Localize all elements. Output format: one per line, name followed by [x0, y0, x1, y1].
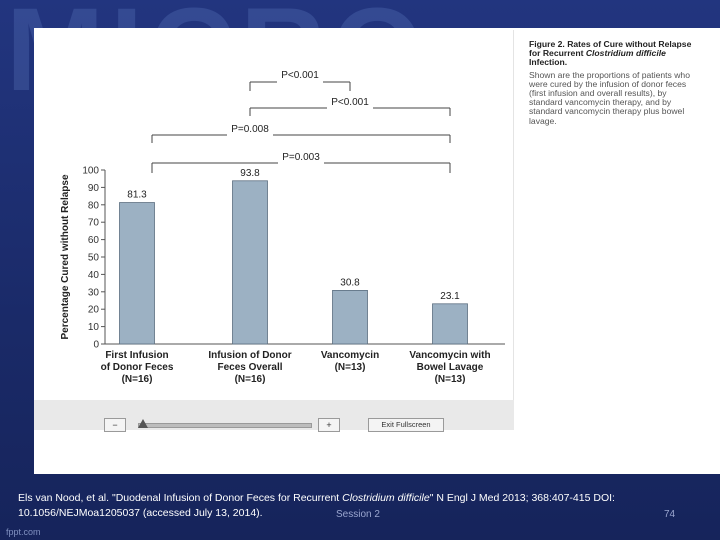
brand-label: fppt.com — [6, 527, 41, 537]
category-label: Vancomycin with — [409, 350, 490, 361]
category-label: Bowel Lavage — [417, 362, 484, 373]
bar-3 — [332, 290, 368, 345]
bar-chart: 0 10 20 30 40 50 60 70 80 90 100 Percentage Cured w… — [60, 70, 505, 385]
significance-label: P=0.003 — [282, 152, 320, 163]
category-label: Feces Overall — [217, 362, 282, 373]
page-number: 74 — [664, 509, 676, 520]
y-tick-label: 70 — [88, 218, 100, 229]
caption-title-suffix: Infection. — [529, 57, 568, 68]
y-axis-label: Percentage Cured without Relapse — [60, 174, 71, 339]
citation-text: Els van Nood, et al. "Duodenal Infusion … — [18, 492, 343, 504]
figure-area: 0 10 20 30 40 50 60 70 80 90 100 Percentage Cured w… — [37, 30, 514, 402]
y-tick-label: 40 — [88, 270, 100, 281]
y-tick-label: 30 — [88, 287, 100, 298]
caption-body: Shown are the proportions of patients wh… — [529, 69, 690, 126]
y-tick-label: 20 — [88, 305, 100, 316]
y-tick-label: 0 — [93, 340, 99, 351]
citation: Els van Nood, et al. "Duodenal Infusion … — [18, 491, 658, 521]
zoom-slider-thumb[interactable] — [138, 419, 148, 428]
bar-value-label: 30.8 — [340, 277, 360, 288]
zoom-slider[interactable] — [138, 423, 312, 428]
zoom-out-button[interactable]: − — [104, 418, 126, 432]
caption-title-italic: Clostridium difficile — [585, 48, 666, 59]
bar-2 — [232, 180, 268, 345]
significance-label: P=0.008 — [231, 124, 269, 135]
bar-1 — [119, 202, 155, 345]
category-label: Infusion of Donor — [208, 350, 291, 361]
exit-fullscreen-button[interactable]: Exit Fullscreen — [368, 418, 444, 432]
citation-suffix: " N Engl J Med 2013; 368:407-415 DOI: 10… — [18, 492, 615, 519]
bar-value-label: 81.3 — [127, 190, 147, 201]
caption-title-text: Figure 2. Rates of Cure without Relapse … — [529, 39, 692, 59]
category-label: of Donor Feces — [101, 362, 174, 373]
citation-italic: Clostridium difficile — [342, 492, 430, 504]
player-controls: − + Exit Fullscreen — [104, 416, 444, 432]
bar-value-label: 23.1 — [440, 291, 460, 302]
category-label: Vancomycin — [321, 350, 379, 361]
category-label: (N=16) — [235, 374, 266, 385]
bar-value-label: 93.8 — [240, 168, 260, 179]
bar-4 — [432, 303, 468, 345]
y-tick-label: 90 — [88, 183, 100, 194]
y-tick-label: 10 — [88, 322, 100, 333]
category-label: (N=13) — [435, 374, 466, 385]
category-label: (N=13) — [335, 362, 366, 373]
y-tick-label: 60 — [88, 235, 100, 246]
y-tick-label: 100 — [82, 166, 99, 177]
y-tick-label: 50 — [88, 253, 100, 264]
session-label: Session 2 — [336, 509, 380, 520]
significance-label: P<0.001 — [281, 70, 319, 81]
category-label: (N=16) — [122, 374, 153, 385]
significance-label: P<0.001 — [331, 97, 369, 108]
figure-caption: Figure 2. Rates of Cure without Relapse … — [529, 39, 699, 126]
y-tick-label: 80 — [88, 200, 100, 211]
category-label: First Infusion — [105, 350, 168, 361]
caption-title: Figure 2. Rates of Cure without Relapse … — [529, 39, 699, 68]
zoom-in-button[interactable]: + — [318, 418, 340, 432]
